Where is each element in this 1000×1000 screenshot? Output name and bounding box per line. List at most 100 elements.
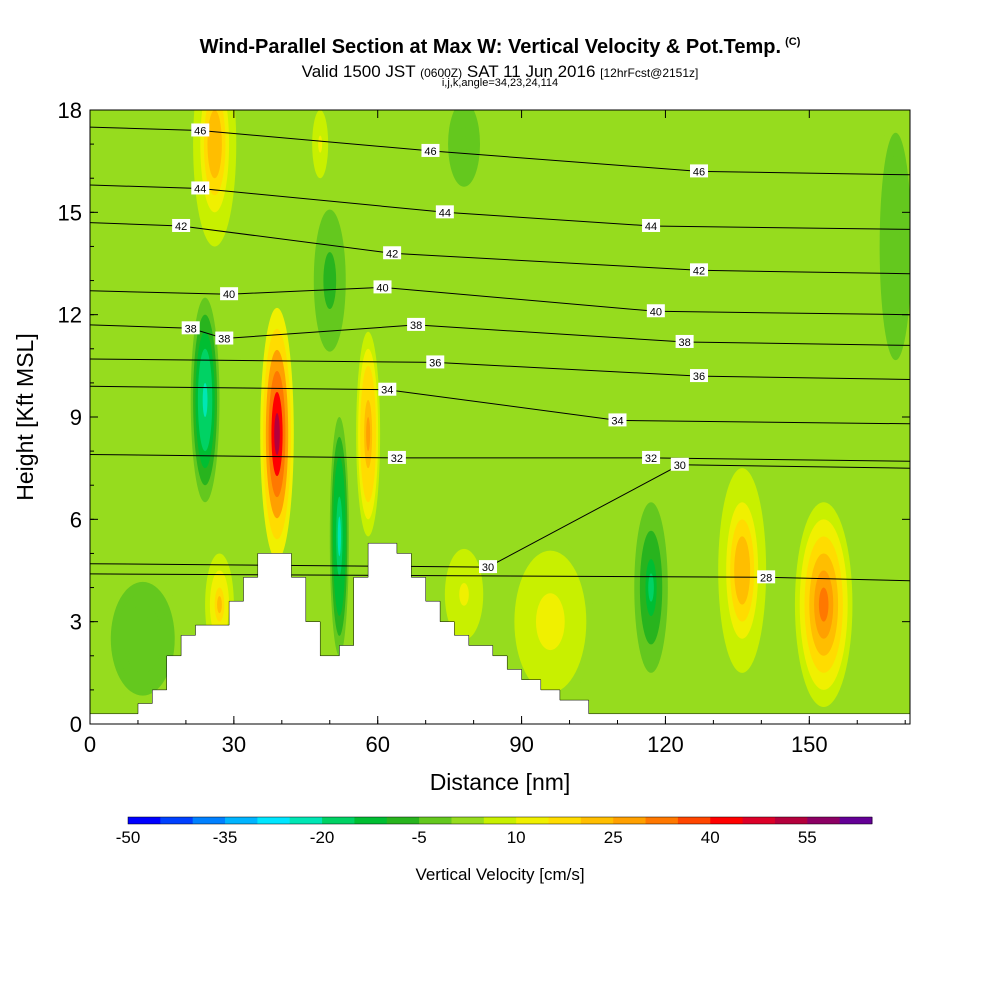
terrain-profile — [89, 542, 911, 725]
theta-label-box — [172, 218, 191, 232]
colorbar-swatch-3 — [225, 817, 258, 824]
theta-label-box — [220, 287, 239, 301]
downdraft-cell-4-level-5 — [460, 135, 468, 153]
colorbar-swatch-8 — [386, 817, 420, 824]
theta-label-text: 40 — [223, 289, 235, 301]
theta-label-box — [642, 218, 661, 232]
colorbar-swatch-20 — [774, 817, 808, 824]
downdraft-cell-6 — [104, 570, 182, 707]
updraft-cell-6 — [718, 468, 767, 673]
theta-label-14: 38 — [675, 334, 694, 349]
theta-label-box — [378, 382, 397, 396]
terrain-mask — [89, 542, 911, 725]
colorbar-swatch-13 — [548, 817, 582, 824]
colorbar-swatch-19 — [742, 817, 776, 824]
y-axis-label: Height [Kft MSL] — [12, 333, 38, 500]
y-tick-label-18: 18 — [58, 98, 82, 123]
downdraft-cell-3 — [310, 195, 349, 366]
theta-label-text: 38 — [678, 337, 690, 349]
theta-label-16: 36 — [426, 355, 445, 369]
theta-label-23: 30 — [479, 560, 498, 574]
colorbar-frame — [127, 816, 873, 825]
x-tick-label-120: 120 — [647, 732, 684, 757]
valid-time-utc: (0600Z) — [420, 66, 463, 80]
copyright-mark: (C) — [785, 36, 801, 48]
theta-label-box — [642, 450, 661, 464]
forecast-info: [12hrFcst@2151z] — [600, 66, 699, 80]
theta-label-text: 34 — [611, 415, 623, 427]
colorbar-swatch-10 — [451, 817, 485, 824]
colorbar-swatch-4 — [257, 817, 291, 824]
updraft-cell-1-level-5 — [211, 127, 219, 162]
theta-label-text: 30 — [674, 460, 686, 472]
theta-label-text: 36 — [429, 357, 441, 369]
updraft-cell-2 — [308, 110, 333, 196]
theta-label-box — [690, 369, 709, 383]
updraft-cell-2-level-5 — [318, 135, 323, 153]
downdraft-cell-2 — [634, 502, 668, 673]
theta-label-box — [670, 457, 689, 471]
colorbar-swatch-9 — [419, 817, 452, 824]
theta-label-6: 42 — [172, 218, 191, 233]
colorbar-swatch-18 — [710, 817, 744, 824]
theta-contour-32 — [90, 454, 910, 462]
downdraft-cell-0-level-5 — [202, 382, 208, 418]
downdraft-cell-2-level-5 — [648, 573, 654, 602]
x-tick-label-90: 90 — [509, 732, 533, 757]
colorbar-swatch-2 — [192, 817, 226, 824]
updraft-cell-3 — [356, 331, 381, 537]
theta-label-10: 40 — [373, 280, 392, 294]
theta-label-box — [426, 355, 445, 369]
theta-label-2: 46 — [690, 164, 709, 178]
theta-label-11: 40 — [646, 304, 665, 318]
colorbar-swatch-15 — [613, 817, 647, 824]
theta-label-3: 44 — [191, 181, 210, 195]
colorbar-swatch-17 — [677, 817, 711, 824]
colorbar-swatch-7 — [354, 817, 388, 824]
updraft-cell-3-level-5 — [366, 417, 371, 452]
updraft-cell-7 — [794, 502, 853, 707]
theta-label-7: 42 — [383, 246, 402, 260]
x-tick-label-60: 60 — [365, 732, 389, 757]
theta-label-21: 32 — [642, 450, 661, 465]
theta-label-5: 44 — [642, 218, 661, 233]
x-tick-label-30: 30 — [222, 732, 246, 757]
colorbar-swatch-22 — [839, 817, 873, 824]
theta-label-text: 42 — [175, 221, 187, 233]
theta-label-0: 46 — [191, 123, 210, 137]
valid-date: SAT 11 Jun 2016 — [466, 62, 596, 81]
y-tick-label-15: 15 — [58, 200, 82, 225]
theta-label-text: 44 — [645, 221, 657, 233]
colorbar-tick--50: -50 — [116, 828, 141, 847]
theta-label-box — [215, 331, 234, 345]
valid-time: Valid 1500 JST — [301, 62, 416, 81]
theta-label-17: 36 — [690, 369, 709, 383]
theta-contour-38 — [90, 324, 910, 346]
updraft-cell-5 — [435, 526, 493, 663]
theta-label-text: 38 — [410, 320, 422, 332]
colorbar-swatch-12 — [516, 817, 550, 824]
updraft-cell-1 — [193, 110, 237, 247]
downdraft-cell-1 — [329, 417, 349, 656]
y-tick-label-9: 9 — [70, 405, 82, 430]
theta-label-text: 42 — [386, 248, 398, 260]
updraft-cell-8-level-5 — [217, 596, 222, 614]
theta-label-box — [690, 263, 709, 277]
downdraft-cell-0 — [190, 297, 220, 503]
y-tick-label-0: 0 — [70, 712, 82, 737]
updraft-cell-7-level-5 — [818, 587, 829, 622]
theta-label-text: 46 — [194, 125, 206, 137]
updraft-cell-4-level-5 — [543, 607, 558, 636]
theta-label-22: 30 — [670, 457, 689, 472]
theta-label-19: 34 — [608, 413, 627, 427]
x-tick-label-0: 0 — [84, 732, 96, 757]
downdraft-cell-1-level-5 — [337, 516, 341, 557]
theta-label-13: 38 — [407, 317, 426, 332]
vertical-velocity-field — [90, 110, 910, 724]
theta-label-box — [435, 205, 454, 219]
colorbar-swatch-16 — [645, 817, 679, 824]
updraft-cell-0 — [260, 307, 294, 561]
theta-label-text: 32 — [645, 453, 657, 465]
x-axis-label: Distance [nm] — [430, 769, 571, 795]
